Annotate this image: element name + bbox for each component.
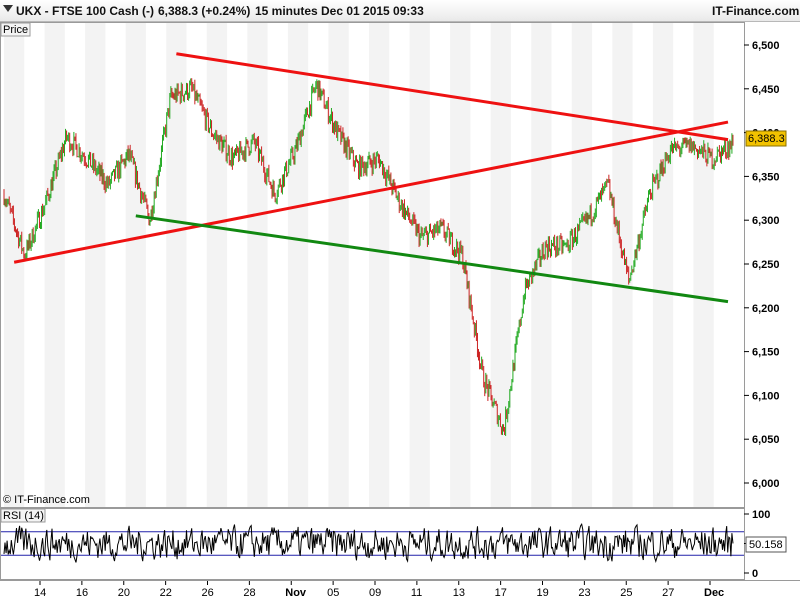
x-tick-label: 26 xyxy=(202,587,214,599)
day-stripe xyxy=(166,23,187,507)
day-stripe xyxy=(125,23,146,507)
brand-name: IT-Finance.com xyxy=(712,4,800,18)
y-tick-label: 6,200 xyxy=(752,303,780,315)
rsi-tick-label: 100 xyxy=(752,509,770,521)
y-tick-label: 6,500 xyxy=(752,40,780,52)
timestamp: Dec 01 2015 09:33 xyxy=(321,4,424,18)
y-tick-label: 6,250 xyxy=(752,259,780,271)
last-price-tag xyxy=(745,130,787,147)
x-tick-label: 09 xyxy=(369,587,381,599)
day-stripe xyxy=(571,23,593,507)
rsi-series xyxy=(1,522,744,563)
rsi-line xyxy=(3,522,734,563)
day-stripe xyxy=(206,23,228,507)
day-stripe xyxy=(612,23,633,507)
last-price-change: 6,388.3 (+0.24%) xyxy=(158,4,251,18)
x-tick-label: 22 xyxy=(160,587,172,599)
x-tick-label: 19 xyxy=(537,587,549,599)
day-stripe xyxy=(247,23,268,507)
rsi-panel-frame xyxy=(0,508,745,580)
y-tick-label: 6,050 xyxy=(752,434,780,446)
y-tick-label: 6,450 xyxy=(752,84,780,96)
y-tick-label: 6,350 xyxy=(752,171,780,183)
day-stripe xyxy=(369,23,390,507)
x-tick-label: 25 xyxy=(620,587,632,599)
x-tick-label: 13 xyxy=(453,587,465,599)
trendline-rising-support xyxy=(13,120,729,264)
x-tick-label: 11 xyxy=(411,587,422,599)
price-candles xyxy=(3,78,734,436)
x-tick-label: 28 xyxy=(243,587,255,599)
x-tick-label: 23 xyxy=(578,587,590,599)
day-stripe xyxy=(652,23,674,507)
day-stripes xyxy=(4,23,714,507)
day-stripe xyxy=(693,23,714,507)
chart-header: UKX - FTSE 100 Cash (-) 6,388.3 (+0.24%)… xyxy=(0,0,800,22)
price-label-box xyxy=(0,22,31,37)
day-stripe xyxy=(44,23,65,507)
rsi-label-box xyxy=(0,508,46,523)
y-tick-label: 6,300 xyxy=(752,215,780,227)
interval-label[interactable]: 15 minutes xyxy=(255,4,318,18)
day-stripe xyxy=(409,23,430,507)
rsi-tick-label: 0 xyxy=(752,568,758,580)
x-tick-label: Dec xyxy=(704,587,724,599)
trendlines[interactable] xyxy=(13,52,729,304)
trendline-resistance xyxy=(176,52,729,142)
last-rsi-tag xyxy=(745,536,787,553)
instrument-name[interactable]: UKX - FTSE 100 Cash (-) xyxy=(16,4,155,18)
y-tick-label: 6,000 xyxy=(752,478,780,490)
x-tick-label: 05 xyxy=(327,587,339,599)
y-tick-label: 6,150 xyxy=(752,347,780,359)
y-tick-label: 6,100 xyxy=(752,390,780,402)
day-stripe xyxy=(85,23,106,507)
x-tick-label: 17 xyxy=(495,587,507,599)
x-tick-label: 16 xyxy=(76,587,88,599)
day-stripe xyxy=(328,23,349,507)
day-stripe xyxy=(287,23,309,507)
rsi-panel-label: RSI (14) xyxy=(3,510,44,522)
x-tick-label: Nov xyxy=(285,587,307,599)
x-tick-label: 27 xyxy=(662,587,674,599)
trendline-support xyxy=(135,214,729,304)
dropdown-arrow-icon[interactable] xyxy=(3,5,13,12)
price-panel-label: Price xyxy=(3,24,28,36)
day-stripe xyxy=(450,23,471,507)
day-stripe xyxy=(4,23,25,507)
price-y-axis: 6,5006,4506,4006,3506,3006,2506,2006,150… xyxy=(744,40,780,490)
date-x-axis: 14 16 20 22 26 28 Nov 05 09 11 13 17 19 23 25 27 Dec xyxy=(34,581,724,599)
x-tick-label: 14 xyxy=(34,587,46,599)
copyright-text: © IT-Finance.com xyxy=(3,494,90,506)
day-stripe xyxy=(490,23,511,507)
last-rsi-tag-text: 50.158 xyxy=(749,539,783,551)
last-price-tag-text: 6,388.3 xyxy=(748,133,785,145)
price-panel-frame xyxy=(0,22,745,508)
x-tick-label: 20 xyxy=(118,587,130,599)
